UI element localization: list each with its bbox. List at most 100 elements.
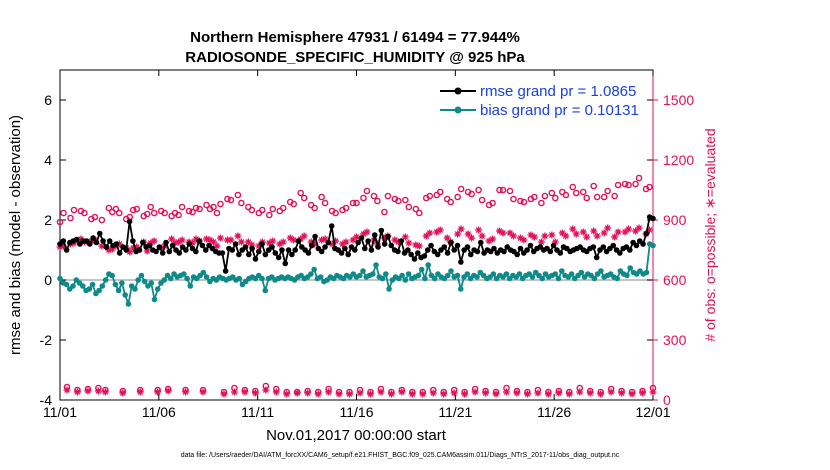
obs-evaluated-point	[422, 232, 430, 240]
bias-point	[122, 292, 128, 298]
obs-evaluated-point	[356, 389, 364, 397]
obs-possible-point	[454, 193, 461, 201]
obs-possible-point	[300, 194, 308, 202]
obs-evaluated-point	[213, 242, 221, 250]
rmse-point	[312, 233, 318, 240]
obs-possible-point	[384, 192, 392, 200]
bias-point	[614, 275, 620, 282]
bias-point	[135, 277, 141, 283]
rmse-point	[371, 232, 378, 238]
rmse-point	[242, 244, 249, 250]
obs-possible-point	[374, 197, 381, 205]
obs-evaluated-point	[419, 390, 427, 398]
rmse-point	[255, 248, 262, 255]
rmse-point	[464, 244, 471, 250]
obs-evaluated-point	[523, 390, 531, 398]
bias-point	[356, 272, 363, 279]
rmse-point	[106, 238, 113, 244]
obs-evaluated-point	[276, 240, 284, 248]
obs-possible-point	[496, 186, 503, 194]
bias-point	[311, 266, 317, 273]
obs-possible-point	[569, 183, 577, 191]
bias-point	[490, 271, 497, 277]
obs-possible-point	[56, 218, 64, 226]
obs-evaluated-point	[429, 389, 437, 397]
series-bias	[57, 241, 656, 308]
rmse-point	[527, 242, 534, 249]
rmse-point	[411, 256, 418, 262]
bias-point	[405, 271, 412, 277]
rmse-point	[328, 223, 335, 229]
bias-point	[402, 277, 409, 283]
rmse-point	[408, 251, 414, 258]
obs-evaluated-point	[56, 243, 64, 251]
obs-possible-point	[635, 174, 643, 182]
obs-evaluated-point	[321, 235, 329, 243]
obs-evaluated-point	[359, 230, 367, 238]
rmse-point	[146, 242, 153, 249]
obs-evaluated-point	[639, 389, 647, 397]
obs-evaluated-point	[237, 238, 245, 246]
obs-evaluated-point	[450, 389, 458, 397]
obs-possible-point	[178, 203, 186, 211]
obs-evaluated-point	[475, 226, 483, 234]
obs-possible-point	[143, 210, 151, 218]
rmse-point	[285, 247, 292, 253]
rmse-point	[103, 244, 110, 250]
obs-evaluated-point	[346, 390, 354, 398]
obs-possible-point	[203, 201, 210, 209]
obs-evaluated-point	[265, 239, 273, 247]
bias-point	[125, 301, 132, 307]
rmse-point	[60, 238, 67, 244]
obs-evaluated-point	[363, 228, 371, 236]
rmse-point	[355, 239, 361, 246]
obs-evaluated-point	[353, 233, 360, 241]
rmse-point	[295, 238, 302, 244]
bias-point	[383, 271, 389, 277]
obs-evaluated-point	[168, 235, 176, 243]
rmse-point	[269, 244, 275, 250]
rmse-point	[365, 238, 371, 244]
rmse-point	[153, 248, 159, 255]
obs-possible-point	[415, 209, 423, 217]
rmse-point	[550, 242, 557, 249]
obs-possible-point	[614, 181, 622, 189]
rmse-point	[424, 247, 431, 253]
rmse-point	[617, 250, 623, 256]
left-axis: -4 -2 0 2 4 6	[40, 92, 653, 408]
obs-possible-point	[646, 183, 653, 191]
rmse-point	[398, 238, 405, 244]
x-tick-label: 11/06	[142, 404, 176, 420]
bias-point	[516, 271, 523, 277]
chart-title-line2: RADIOSONDE_SPECIFIC_HUMIDITY @ 925 hPa	[185, 49, 525, 66]
bias-point	[474, 274, 480, 280]
obs-evaluated-point	[216, 234, 224, 242]
rmse-point	[229, 247, 236, 253]
obs-possible-point	[297, 189, 304, 197]
x-tick-label: 11/26	[537, 404, 571, 420]
obs-evaluated-point	[192, 235, 200, 243]
rmse-point	[477, 239, 484, 246]
obs-possible-point	[321, 199, 329, 207]
rmse-point	[414, 250, 421, 256]
obs-evaluated-point	[380, 234, 388, 242]
bias-point	[627, 265, 633, 271]
rmse-point	[378, 227, 385, 234]
bias-point	[86, 286, 93, 292]
obs-evaluated-point	[300, 232, 308, 240]
rmse-point	[338, 250, 345, 256]
obs-evaluated-point	[398, 388, 406, 396]
obs-possible-point	[517, 197, 524, 205]
obs-evaluated-point	[502, 388, 510, 396]
rmse-point	[305, 250, 312, 256]
obs-evaluated-point	[555, 389, 563, 397]
obs-possible-point	[213, 209, 221, 217]
bias-point	[555, 275, 562, 282]
obs-possible-point	[192, 204, 200, 212]
obs-evaluated-point	[593, 232, 601, 240]
obs-possible-point	[562, 191, 570, 199]
obs-possible-point	[269, 205, 277, 213]
obs-evaluated-point	[290, 236, 298, 244]
obs-possible-point	[353, 199, 360, 207]
obs-possible-point	[621, 180, 629, 188]
